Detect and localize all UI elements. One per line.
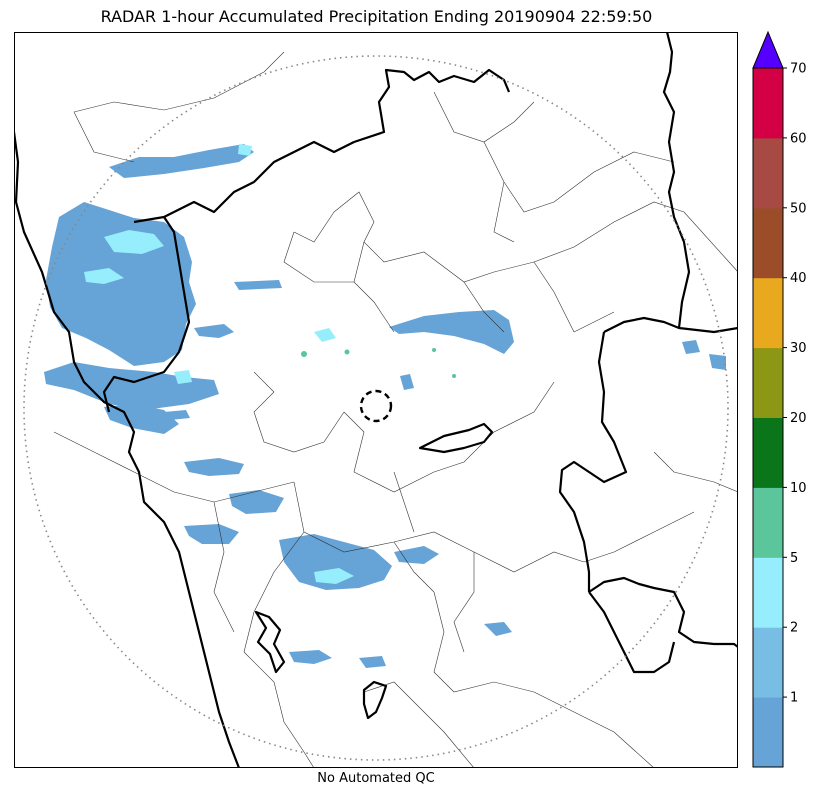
colorbar-segment <box>753 277 783 349</box>
precip-area-mid-left <box>184 458 244 476</box>
precip-cell-2 <box>344 349 350 355</box>
state-border-north <box>133 68 511 224</box>
state-border-south-small-1 <box>254 610 286 674</box>
precip-area-east-1 <box>682 340 700 354</box>
state-border-west-inner <box>102 216 191 413</box>
state-border-southeast <box>588 576 738 648</box>
state-border-east-south <box>558 331 628 592</box>
precip-core-west-1 <box>104 230 164 254</box>
precip-area-central-west <box>194 324 234 338</box>
colorbar-segments <box>753 68 783 768</box>
colorbar-extend-triangle <box>752 30 784 69</box>
precip-area-far-south <box>289 650 332 664</box>
radar-map <box>14 32 738 768</box>
precip-area-mid-left-2 <box>229 490 284 514</box>
colorbar-segment <box>753 417 783 488</box>
precip-core-south <box>314 568 354 584</box>
precip-area-south-east <box>484 622 512 636</box>
precip-area-north-blob <box>109 144 254 178</box>
chart-title: RADAR 1-hour Accumulated Precipitation E… <box>100 7 653 26</box>
precip-cell-3 <box>452 374 456 378</box>
colorbar-tick-label: 2 <box>790 621 798 636</box>
state-border-east <box>662 32 738 334</box>
precip-area-west-strip <box>234 280 282 290</box>
colorbar-tick-label: 5 <box>790 551 798 566</box>
colorbar-segment <box>753 627 783 698</box>
colorbar-ticks: 1 2 5 10 20 30 40 50 60 70 <box>783 62 807 706</box>
precip-area-south-small <box>394 546 439 564</box>
precip-area-west-strip-2 <box>164 410 190 420</box>
state-border-central-island <box>418 422 494 454</box>
precip-light-areas <box>44 144 726 668</box>
colorbar-segment <box>753 697 783 768</box>
map-frame <box>14 32 738 768</box>
precip-area-central-north <box>389 310 514 354</box>
radar-site-marker <box>359 389 393 423</box>
colorbar-tick-label: 10 <box>790 481 807 496</box>
colorbar-tick-label: 30 <box>790 341 807 356</box>
qc-note: No Automated QC <box>317 771 435 786</box>
colorbar-segment <box>753 557 783 628</box>
colorbar-tick-label: 50 <box>790 201 807 216</box>
precip-area-east-2 <box>709 354 726 370</box>
precip-moderate-areas <box>84 144 354 584</box>
precip-core-west-2 <box>84 268 124 284</box>
state-border-east-bulge <box>603 316 680 333</box>
state-border-south-small-2 <box>362 680 388 720</box>
precip-core-north <box>238 144 252 156</box>
state-border-southeast-inner <box>588 591 676 674</box>
radar-range-ring <box>23 55 729 761</box>
colorbar-tick-label: 1 <box>790 691 798 706</box>
precip-core-central <box>314 328 336 342</box>
precip-cell-1 <box>301 351 307 357</box>
colorbar-segment <box>753 347 783 418</box>
colorbar-segment <box>753 487 783 558</box>
colorbar: 1 2 5 10 20 30 40 50 60 70 <box>752 30 807 768</box>
colorbar-tick-label: 70 <box>790 62 807 77</box>
precip-cell-4 <box>432 348 436 352</box>
precip-area-south-band <box>184 524 239 544</box>
district-boundaries <box>53 51 738 768</box>
precip-core-west-3 <box>174 370 192 384</box>
precip-heavy-areas <box>301 348 456 378</box>
colorbar-tick-label: 40 <box>790 271 807 286</box>
precip-area-west-bands <box>44 362 219 410</box>
precip-area-far-south-2 <box>359 656 386 668</box>
colorbar-tick-label: 60 <box>790 131 807 146</box>
precip-area-central-small <box>400 374 414 390</box>
colorbar-segment <box>753 68 783 139</box>
coastline <box>14 131 241 768</box>
colorbar-segment <box>753 137 783 209</box>
state-boundaries <box>14 32 738 768</box>
colorbar-segment <box>753 207 783 279</box>
colorbar-tick-label: 20 <box>790 411 807 426</box>
